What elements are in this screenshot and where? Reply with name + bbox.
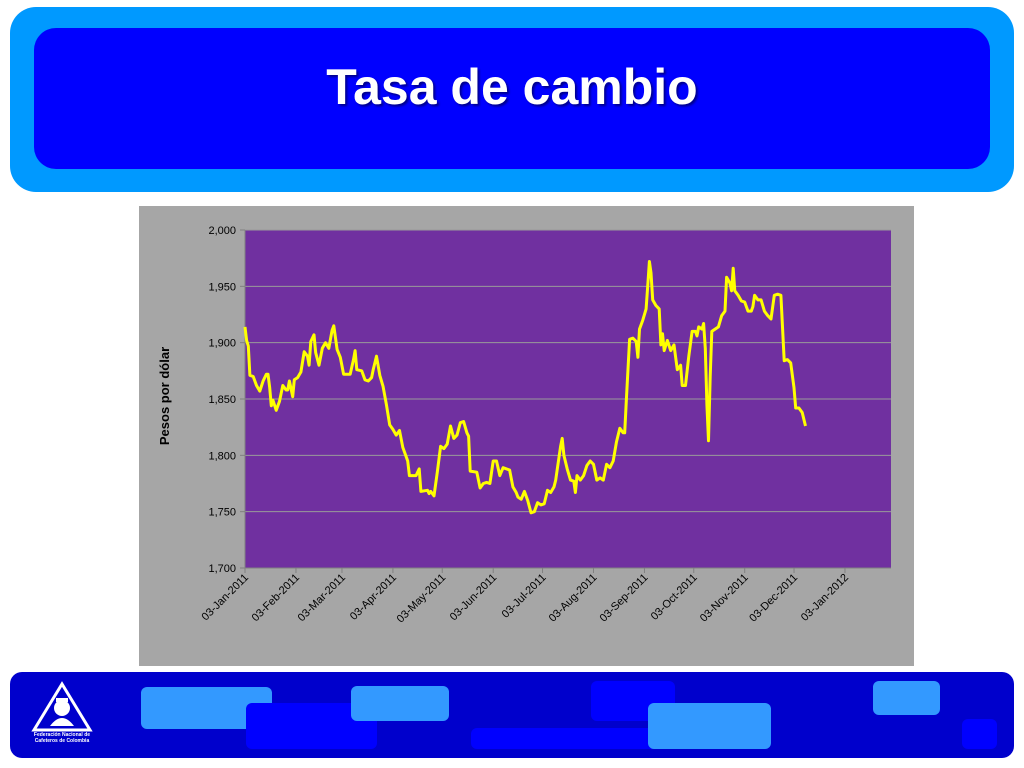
exchange-rate-chart: 1,700 1,750 1,800 1,850 1,900 1,950 2,000 03-J… bbox=[157, 225, 891, 626]
fnc-logo: Federación Nacional de Cafeteros de Colo… bbox=[20, 680, 104, 752]
logo-line-1: Federación Nacional de bbox=[33, 732, 91, 738]
x-tick-label: 03-Jun-2011 bbox=[448, 572, 500, 624]
logo-line-2: Cafeteros de Colombia bbox=[34, 738, 90, 744]
chart-frame: 1,700 1,750 1,800 1,850 1,900 1,950 2,000 03-J… bbox=[139, 206, 914, 666]
x-tick-label: 03-Aug-2011 bbox=[547, 572, 600, 625]
x-tick-label: 03-Mar-2011 bbox=[296, 572, 348, 624]
y-tick-label: 1,900 bbox=[208, 338, 236, 350]
x-tick-label: 03-Apr-2011 bbox=[348, 572, 399, 623]
footer-deco-block bbox=[471, 728, 675, 749]
x-tick-label: 03-Nov-2011 bbox=[698, 572, 751, 625]
x-tick-label: 03-Jan-2011 bbox=[200, 572, 252, 624]
x-tick-label: 03-Dec-2011 bbox=[747, 572, 800, 625]
x-tick-label: 03-May-2011 bbox=[395, 572, 449, 626]
footer-deco-block bbox=[351, 686, 449, 721]
y-tick-label: 2,000 bbox=[208, 225, 236, 237]
footer-deco-block bbox=[962, 719, 997, 749]
x-tick-label: 03-Jul-2011 bbox=[500, 572, 549, 621]
y-axis-label: Pesos por dólar bbox=[157, 347, 172, 445]
y-tick-label: 1,750 bbox=[208, 507, 236, 519]
x-tick-label: 03-Oct-2011 bbox=[649, 572, 700, 623]
y-axis-ticks: 1,700 1,750 1,800 1,850 1,900 1,950 2,000 bbox=[208, 225, 245, 575]
footer-deco-block bbox=[648, 703, 771, 749]
footer-deco-block bbox=[873, 681, 940, 715]
x-tick-label: 03-Jan-2012 bbox=[799, 572, 851, 624]
y-tick-label: 1,850 bbox=[208, 394, 236, 406]
x-tick-label: 03-Feb-2011 bbox=[250, 572, 302, 624]
x-tick-label: 03-Sep-2011 bbox=[598, 572, 651, 625]
fnc-coffee-grower-logo-icon bbox=[31, 681, 93, 732]
y-tick-label: 1,800 bbox=[208, 450, 236, 462]
slide-title: Tasa de cambio bbox=[326, 58, 698, 115]
y-tick-label: 1,700 bbox=[208, 563, 236, 575]
title-banner: Tasa de cambio bbox=[34, 28, 990, 169]
series-line bbox=[243, 260, 807, 515]
y-tick-label: 1,950 bbox=[208, 281, 236, 293]
